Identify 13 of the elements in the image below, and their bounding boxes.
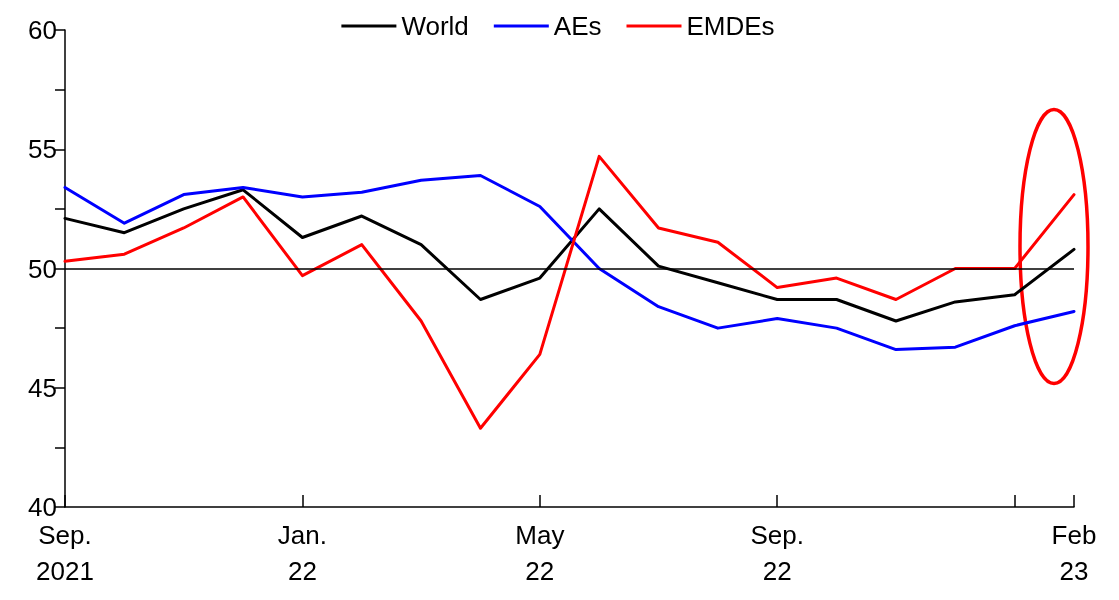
legend-label: AEs: [553, 11, 602, 41]
x-tick-label: Jan. 22: [277, 520, 327, 586]
x-tick-label: Sep. 22: [750, 520, 804, 586]
x-tick-label: Feb 23: [1051, 520, 1097, 586]
y-tick-label: 50: [28, 253, 57, 284]
y-tick-label: 60: [28, 15, 57, 45]
y-tick-label: 45: [28, 372, 57, 403]
legend-label: World: [401, 11, 469, 41]
y-tick-label: 55: [28, 134, 57, 165]
x-tick-label: Sep. 2021: [36, 520, 94, 586]
legend-label: EMDEs: [686, 11, 775, 41]
x-tick-label: May 22: [515, 520, 565, 586]
y-tick-label: 40: [28, 492, 57, 522]
